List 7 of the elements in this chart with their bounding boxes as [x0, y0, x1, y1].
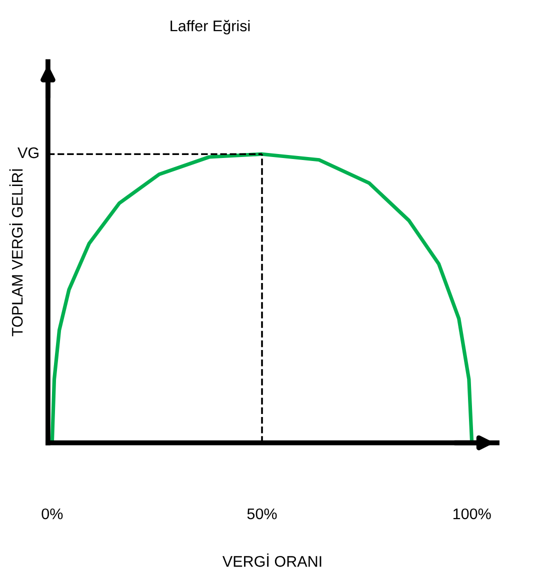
y-axis-title: TOPLAM VERGİ GELİRİ — [9, 169, 23, 336]
ref-line-label: VG — [18, 147, 38, 158]
chart-title: Laffer Eğrisi — [170, 20, 250, 34]
x-axis-title: VERGİ ORANI — [222, 553, 322, 567]
x-tick-label: 0% — [42, 508, 63, 520]
x-tick-label: 100% — [453, 508, 491, 520]
x-tick-label: 50% — [247, 508, 277, 520]
